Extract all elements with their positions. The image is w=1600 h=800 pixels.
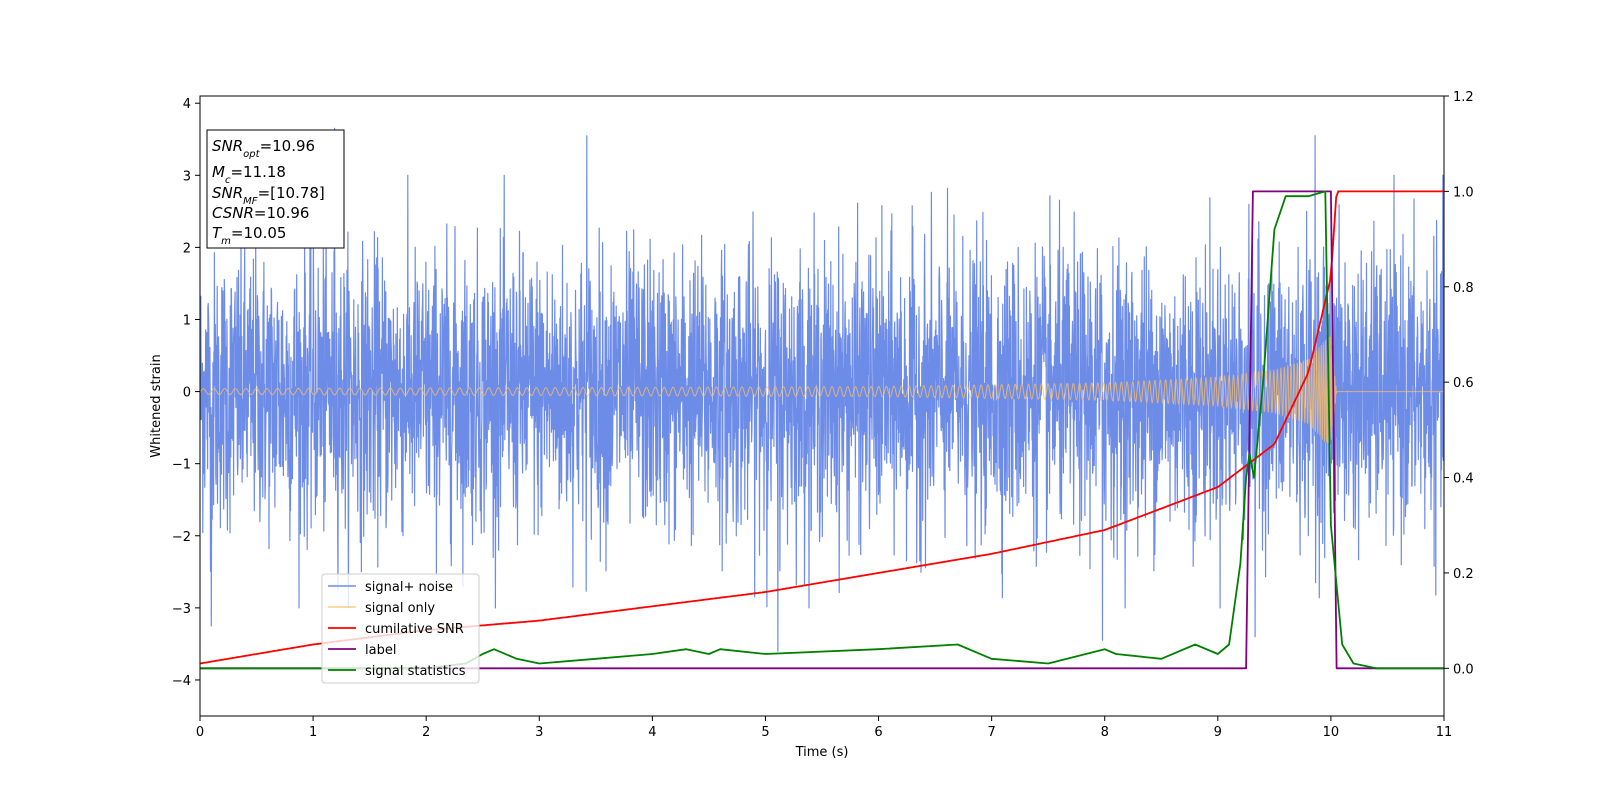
annotation-value: =10.05: [231, 224, 287, 242]
annotation-box: SNRopt=10.96Mc=11.18SNRMF=[10.78]CSNR=10…: [206, 129, 345, 249]
series-signal-only: [200, 335, 1444, 448]
y-tick-label: −4: [172, 674, 191, 689]
x-tick-label: 7: [987, 725, 995, 740]
y-tick-label: 1: [183, 313, 191, 328]
x-tick-label: 4: [648, 725, 656, 740]
annotation-value: =10.96: [254, 204, 310, 222]
y2-tick-label: 0.8: [1453, 281, 1474, 296]
annotation-frame: [206, 129, 345, 249]
legend-entry: signal+ noise: [365, 580, 453, 595]
x-tick-label: 2: [422, 725, 430, 740]
annotation-symbol: T: [212, 224, 223, 242]
y2-tick-label: 1.0: [1453, 185, 1474, 200]
x-tick-label: 1: [309, 725, 317, 740]
annotation-symbol: M: [212, 163, 225, 181]
x-axis-label: Time (s): [795, 745, 849, 760]
annotation-line: SNRopt=10.96: [212, 137, 315, 160]
y-tick-label: 2: [183, 241, 191, 256]
y2-tick-label: 0.4: [1453, 472, 1474, 487]
annotation-symbol: CSNR: [212, 204, 254, 222]
annotation-subscript: opt: [243, 149, 260, 160]
legend-entry: label: [365, 643, 396, 658]
annotation-line: Tm=10.05: [212, 224, 286, 247]
annotation-line: Mc=11.18: [212, 163, 286, 186]
x-tick-label: 5: [761, 725, 769, 740]
annotation-symbol: SNR: [212, 137, 243, 155]
annotation-value: =10.96: [260, 137, 316, 155]
annotation-line: SNRMF=[10.78]: [212, 184, 325, 207]
annotation-subscript: c: [225, 175, 231, 186]
x-tick-label: 3: [535, 725, 543, 740]
annotation-symbol: SNR: [212, 184, 243, 202]
legend-entry: signal statistics: [365, 664, 466, 679]
y2-tick-label: 0.2: [1453, 567, 1474, 582]
axes-layer: 0 1 2 3 4 5 6 7 8 9 10 11 −4 −3 −2 −1 0 1 2 3 4 0.0 0.2 0.4 0.6 0…: [172, 90, 1474, 740]
annotation-subscript: MF: [243, 196, 258, 207]
series-label: [200, 190, 1444, 670]
x-tick-label: 0: [196, 725, 204, 740]
x-tick-label: 8: [1101, 725, 1109, 740]
x-tick-label: 11: [1436, 725, 1453, 740]
y-tick-label: 0: [183, 386, 191, 401]
y-tick-label: 3: [183, 169, 191, 184]
legend: signal+ noise signal only cumilative SNR la…: [321, 573, 480, 684]
y2-tick-label: 0.0: [1453, 662, 1474, 677]
y-tick-label: 4: [183, 97, 191, 112]
series-signal-statistics: [200, 190, 1444, 670]
annotation-value: =11.18: [230, 163, 286, 181]
y-tick-label: −3: [172, 602, 191, 617]
y-tick-label: −2: [172, 530, 191, 545]
x-tick-label: 6: [874, 725, 882, 740]
x-tick-label: 10: [1323, 725, 1340, 740]
legend-entry: signal only: [365, 601, 435, 616]
y2-tick-label: 1.2: [1453, 90, 1474, 105]
y2-tick-label: 0.6: [1453, 376, 1474, 391]
y-axis-label: Whitened strain: [149, 354, 164, 457]
plot-frame: [199, 95, 1445, 717]
annotation-value: =[10.78]: [258, 184, 325, 202]
annotation-line: CSNR=10.96: [212, 204, 309, 222]
annotation-subscript: m: [221, 236, 231, 247]
legend-entry: cumilative SNR: [365, 622, 464, 637]
y-tick-label: −1: [172, 458, 191, 473]
x-tick-label: 9: [1214, 725, 1222, 740]
legend-frame: [321, 573, 480, 684]
